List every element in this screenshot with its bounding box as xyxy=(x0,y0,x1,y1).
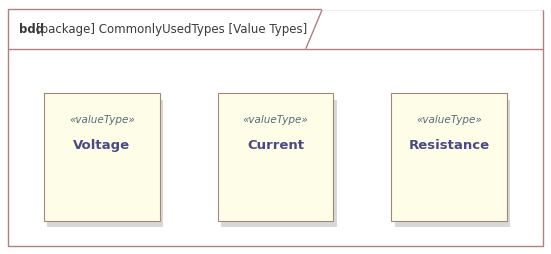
Text: Current: Current xyxy=(247,138,304,151)
Text: Resistance: Resistance xyxy=(408,138,490,151)
FancyBboxPatch shape xyxy=(218,94,333,221)
FancyBboxPatch shape xyxy=(391,94,507,221)
FancyBboxPatch shape xyxy=(47,100,163,227)
Text: Voltage: Voltage xyxy=(73,138,131,151)
Text: bdd: bdd xyxy=(19,23,45,36)
FancyBboxPatch shape xyxy=(8,10,543,246)
FancyBboxPatch shape xyxy=(221,100,337,227)
FancyBboxPatch shape xyxy=(44,94,160,221)
Text: «valueType»: «valueType» xyxy=(69,114,135,124)
Text: «valueType»: «valueType» xyxy=(242,114,309,124)
Text: «valueType»: «valueType» xyxy=(416,114,482,124)
Text: [package] CommonlyUsedTypes [Value Types]: [package] CommonlyUsedTypes [Value Types… xyxy=(36,23,307,36)
FancyBboxPatch shape xyxy=(395,100,510,227)
